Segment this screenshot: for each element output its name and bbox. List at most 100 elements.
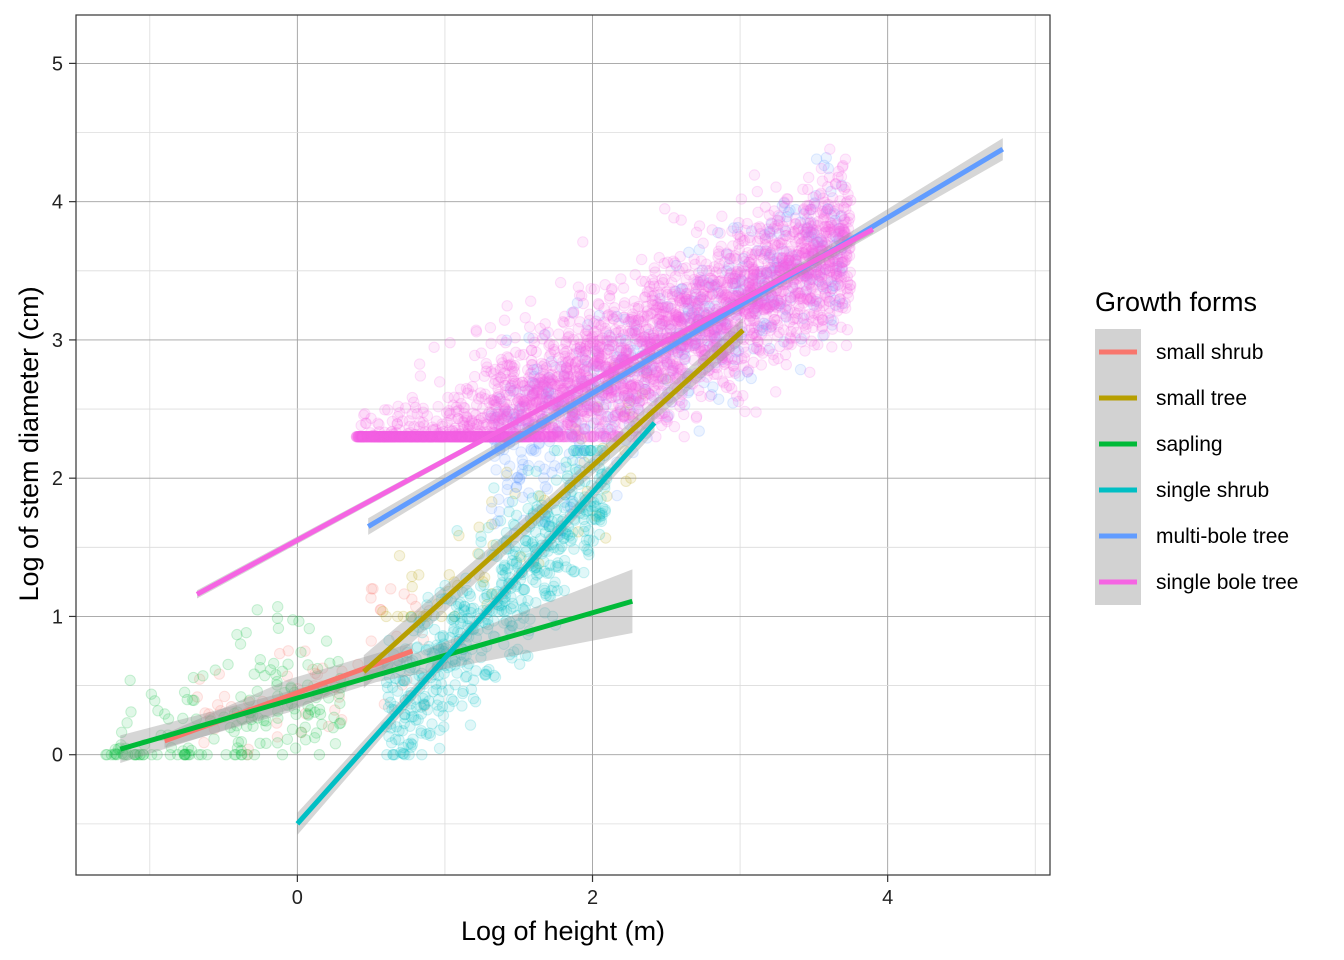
scatter-point	[413, 358, 426, 370]
scatter-point	[404, 704, 417, 716]
scatter-point	[673, 291, 685, 304]
scatter-point	[129, 749, 141, 761]
scatter-point	[607, 312, 619, 325]
scatter-point	[423, 695, 435, 707]
scatter-point	[302, 708, 314, 720]
scatter-point	[781, 305, 794, 317]
scatter-point	[467, 692, 480, 705]
scatter-point	[693, 384, 705, 397]
scatter-point	[313, 749, 326, 761]
scatter-point	[165, 742, 178, 754]
scatter-point	[248, 668, 260, 680]
scatter-point	[573, 491, 585, 504]
scatter-point	[285, 681, 297, 693]
scatter-point	[704, 390, 716, 402]
scatter-point	[470, 326, 483, 338]
scatter-point	[415, 727, 427, 739]
scatter-point	[406, 593, 418, 605]
scatter-point	[556, 540, 568, 552]
scatter-point	[583, 314, 596, 327]
scatter-point	[478, 571, 491, 584]
scatter-point	[451, 525, 463, 537]
scatter-point	[231, 742, 244, 754]
scatter-point	[418, 699, 430, 711]
scatter-point	[271, 612, 284, 624]
scatter-point	[560, 456, 572, 468]
scatter-point	[470, 631, 483, 644]
scatter-point	[594, 514, 606, 526]
scatter-points	[100, 143, 857, 761]
scatter-point	[629, 381, 641, 393]
scatter-point	[581, 431, 594, 443]
scatter-point	[413, 669, 425, 682]
scatter-point	[543, 519, 555, 531]
scatter-point	[513, 404, 525, 416]
scatter-point	[442, 661, 454, 674]
scatter-point	[133, 749, 146, 761]
scatter-point	[514, 617, 526, 630]
scatter-point	[332, 655, 344, 668]
x-tick-label: 0	[292, 887, 303, 909]
scatter-point	[552, 561, 564, 574]
legend-title: Growth forms	[1095, 287, 1257, 317]
scatter-point	[508, 646, 520, 658]
scatter-point	[527, 536, 539, 548]
scatter-point	[276, 665, 289, 677]
scatter-point	[444, 336, 456, 349]
scatter-point	[448, 615, 460, 627]
scatter-point	[723, 252, 736, 265]
scatter-point	[378, 698, 391, 710]
scatter-point	[439, 579, 451, 592]
scatter-point	[654, 288, 667, 300]
scatter-point	[804, 366, 816, 378]
scatter-point	[500, 605, 513, 617]
scatter-point	[770, 386, 782, 398]
scatter-point	[469, 695, 482, 708]
scatter-point	[295, 726, 307, 738]
scatter-point	[807, 191, 819, 203]
scatter-point	[405, 610, 417, 623]
scatter-point	[179, 749, 191, 761]
scatter-point	[241, 749, 253, 761]
scatter-point	[209, 664, 222, 676]
scatter-point	[641, 367, 653, 379]
scatter-point	[185, 744, 198, 757]
scatter-point	[509, 487, 521, 500]
scatter-point	[839, 153, 852, 165]
scatter-point	[365, 635, 377, 647]
scatter-point	[432, 669, 445, 682]
scatter-point	[458, 603, 470, 616]
scatter-point	[530, 596, 542, 609]
scatter-point	[455, 656, 468, 668]
scatter-point	[750, 341, 763, 354]
scatter-point	[430, 683, 443, 696]
scatter-point	[258, 714, 270, 727]
scatter-point	[485, 502, 498, 515]
scatter-point	[800, 205, 813, 217]
scatter-point	[549, 560, 562, 573]
scatter-point	[599, 532, 612, 544]
scatter-point	[421, 617, 434, 630]
scatter-point	[134, 749, 147, 761]
scatter-point	[554, 363, 566, 376]
plot-border	[75, 14, 1051, 876]
scatter-point	[549, 576, 561, 588]
scatter-point	[600, 431, 613, 443]
scatter-point	[498, 314, 511, 326]
scatter-point	[717, 377, 730, 389]
scatter-point	[659, 203, 671, 215]
scatter-point	[461, 660, 473, 672]
scatter-point	[295, 726, 308, 739]
scatter-point	[195, 749, 208, 761]
scatter-point	[149, 695, 161, 707]
scatter-point	[548, 580, 560, 593]
scatter-point	[432, 400, 444, 413]
scatter-point	[693, 220, 706, 232]
scatter-point	[509, 540, 521, 553]
y-tick-label: 5	[52, 53, 63, 75]
scatter-point	[568, 566, 580, 578]
scatter-point	[271, 675, 283, 688]
scatter-point	[554, 276, 567, 289]
scatter-point	[786, 281, 799, 293]
scatter-point	[397, 747, 409, 760]
